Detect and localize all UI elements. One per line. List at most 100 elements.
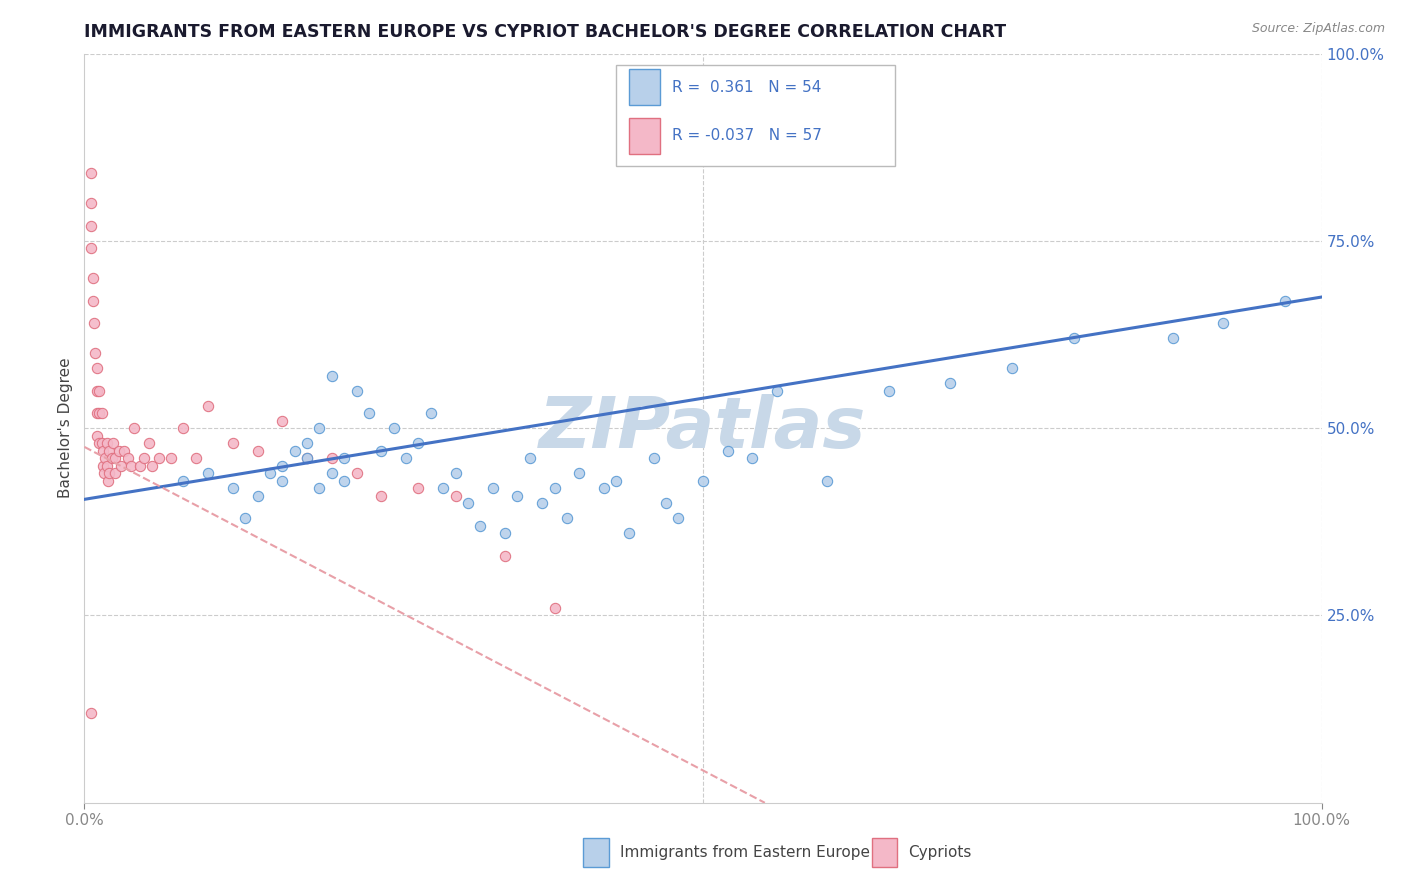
- Point: [457, 496, 479, 510]
- Point: [877, 384, 900, 398]
- Point: [172, 421, 194, 435]
- Point: [222, 481, 245, 495]
- Point: [815, 474, 838, 488]
- Point: [531, 496, 554, 510]
- Point: [321, 368, 343, 383]
- Point: [321, 466, 343, 480]
- Point: [117, 451, 139, 466]
- Point: [408, 481, 430, 495]
- Point: [197, 466, 219, 480]
- Point: [605, 474, 627, 488]
- Point: [295, 436, 318, 450]
- Point: [617, 526, 640, 541]
- Point: [246, 489, 269, 503]
- Point: [172, 474, 194, 488]
- Point: [741, 451, 763, 466]
- Point: [295, 451, 318, 466]
- Point: [419, 406, 441, 420]
- Point: [86, 428, 108, 442]
- Bar: [628, 118, 659, 153]
- Point: [333, 451, 356, 466]
- Point: [519, 451, 541, 466]
- Point: [86, 406, 108, 420]
- Point: [432, 481, 454, 495]
- Point: [543, 481, 565, 495]
- Point: [494, 526, 516, 541]
- Point: [543, 601, 565, 615]
- Text: R =  0.361   N = 54: R = 0.361 N = 54: [672, 79, 821, 95]
- Point: [138, 436, 160, 450]
- Point: [643, 451, 665, 466]
- Point: [94, 451, 117, 466]
- Point: [1001, 361, 1024, 376]
- Y-axis label: Bachelor's Degree: Bachelor's Degree: [58, 358, 73, 499]
- Point: [129, 458, 152, 473]
- Point: [444, 489, 467, 503]
- Point: [333, 474, 356, 488]
- Point: [766, 384, 789, 398]
- Text: Immigrants from Eastern Europe: Immigrants from Eastern Europe: [620, 846, 870, 860]
- Point: [284, 443, 307, 458]
- Point: [122, 421, 145, 435]
- Point: [1063, 331, 1085, 345]
- Point: [666, 511, 689, 525]
- Point: [593, 481, 616, 495]
- Point: [86, 361, 108, 376]
- Text: Cypriots: Cypriots: [908, 846, 972, 860]
- Point: [1274, 293, 1296, 308]
- Point: [321, 451, 343, 466]
- Point: [346, 384, 368, 398]
- Point: [141, 458, 163, 473]
- Point: [271, 474, 294, 488]
- Point: [222, 436, 245, 450]
- Point: [717, 443, 740, 458]
- Point: [370, 489, 392, 503]
- Point: [408, 436, 430, 450]
- Point: [197, 399, 219, 413]
- Point: [692, 474, 714, 488]
- Text: R = -0.037   N = 57: R = -0.037 N = 57: [672, 128, 823, 144]
- Point: [382, 421, 405, 435]
- Point: [470, 518, 492, 533]
- Text: ZIPatlas: ZIPatlas: [540, 393, 866, 463]
- Point: [89, 384, 111, 398]
- Point: [91, 458, 114, 473]
- Point: [184, 451, 207, 466]
- Point: [90, 406, 112, 420]
- Point: [86, 384, 108, 398]
- Point: [481, 481, 503, 495]
- Point: [98, 443, 121, 458]
- Text: Source: ZipAtlas.com: Source: ZipAtlas.com: [1251, 22, 1385, 36]
- Point: [271, 414, 294, 428]
- Point: [97, 474, 120, 488]
- Point: [132, 451, 155, 466]
- Point: [308, 481, 330, 495]
- Point: [83, 316, 105, 330]
- Point: [79, 196, 101, 211]
- Point: [100, 451, 122, 466]
- Point: [357, 406, 380, 420]
- Bar: [628, 70, 659, 105]
- Point: [84, 346, 107, 360]
- Point: [395, 451, 418, 466]
- Point: [160, 451, 183, 466]
- Point: [91, 443, 114, 458]
- Point: [96, 458, 118, 473]
- Point: [104, 466, 127, 480]
- Point: [271, 458, 294, 473]
- Point: [110, 458, 132, 473]
- Point: [98, 466, 121, 480]
- Point: [568, 466, 591, 480]
- Point: [370, 443, 392, 458]
- Point: [233, 511, 256, 525]
- Point: [79, 241, 101, 255]
- Point: [108, 443, 131, 458]
- Point: [494, 549, 516, 563]
- Point: [82, 271, 104, 285]
- Point: [112, 443, 135, 458]
- Point: [259, 466, 281, 480]
- Point: [96, 436, 118, 450]
- Point: [89, 436, 111, 450]
- Point: [1212, 316, 1234, 330]
- Point: [939, 376, 962, 391]
